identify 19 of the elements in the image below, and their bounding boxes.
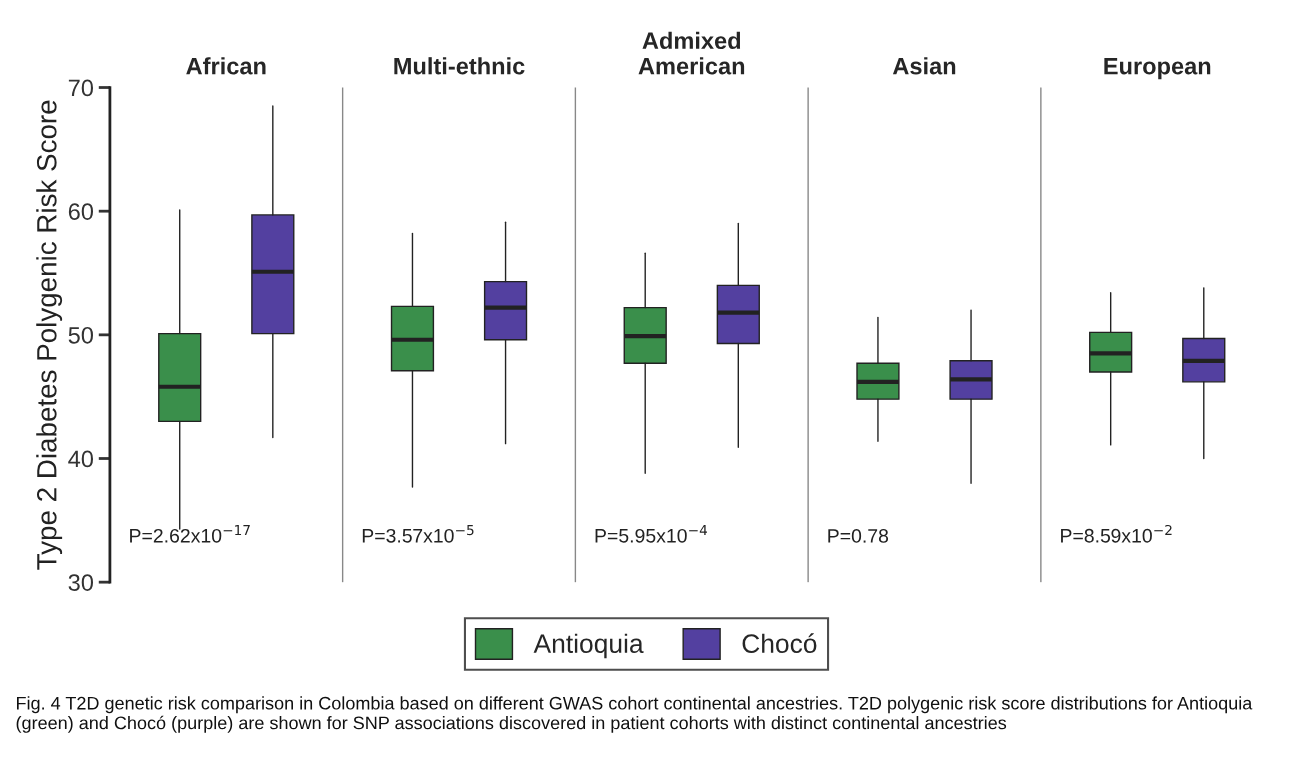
annotation: P=5.95x10$^{−4}$: [595, 525, 708, 543]
x-tick-label: African: [186, 57, 266, 75]
caption: Fig. 4 T2D genetic risk comparison in Colombia based on different GWAS cohort continental ancestries. T2D polygenic risk score distributions for Antioquia (green) and Chocó (purple) are shown for SNP associations discovered in patient cohorts with distinct continental ancestries: [16, 696, 1253, 733]
y-tick-label: 70: [68, 79, 94, 97]
x-tick-label: Admixed American: [638, 31, 745, 75]
x-tick-label: Multi-ethnic: [394, 57, 525, 75]
annotation: P=2.62x10$^{−17}$: [130, 525, 250, 543]
y-axis-title: Type 2 Diabetes Polygenic Risk Score: [36, 100, 63, 570]
x-tick-label: European: [1104, 58, 1211, 80]
annotation: P=8.59x10$^{−2}$: [1061, 524, 1172, 543]
annotation: P=0.78: [828, 529, 889, 543]
y-tick-label: 40: [68, 450, 94, 468]
y-tick-label: 60: [68, 203, 94, 220]
y-tick-label: 50: [68, 326, 94, 344]
x-tick-label: Asian: [892, 57, 956, 75]
legend-label: Chocó: [742, 633, 817, 654]
legend-label: Antioquia: [533, 633, 644, 659]
y-tick-label: 30: [68, 574, 94, 591]
annotation: P=3.57x10$^{−5}$: [362, 525, 474, 543]
